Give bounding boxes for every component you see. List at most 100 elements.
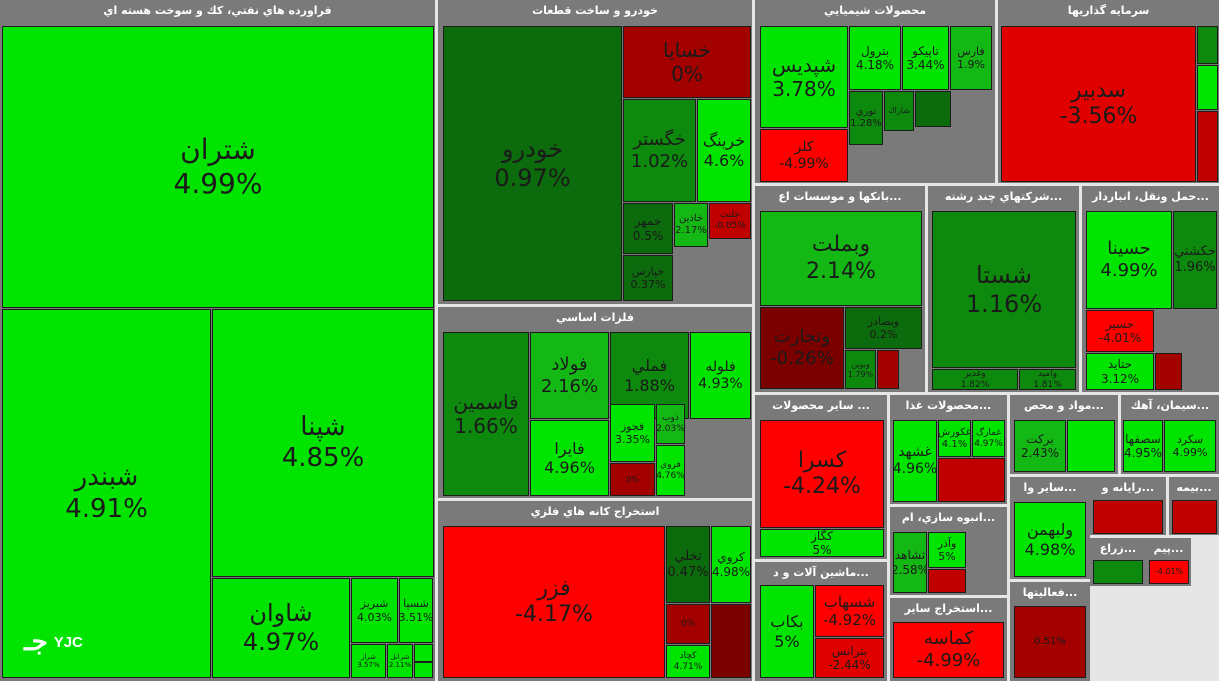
stock-symbol: فايرا [554,438,585,458]
stock-tile[interactable]: شپنا 4.85% [212,309,434,577]
stock-tile[interactable] [1197,111,1218,182]
stock-tile[interactable]: وآذر 5% [928,532,966,568]
stock-tile[interactable]: نوري 1.28% [849,91,883,145]
stock-tile[interactable] [711,604,751,678]
stock-tile[interactable]: فزر -4.17% [443,526,665,678]
stock-tile[interactable]: شسهاب -4.92% [815,585,884,637]
stock-tile[interactable]: بركت 2.43% [1014,420,1066,472]
stock-change: 1.16% [965,289,1043,318]
stock-tile[interactable]: وبملت 2.14% [760,211,922,306]
stock-change: -4.99% [916,650,981,671]
stock-tile[interactable]: 0.51% [1014,606,1086,678]
stock-symbol: ثشاهد [894,548,926,563]
stock-tile[interactable]: بترانس -2.44% [815,638,884,678]
stock-tile[interactable]: 0% [610,463,655,496]
stock-symbol: وتجارت [773,326,831,348]
stock-symbol: نوري [855,106,877,117]
stock-change: 4.99% [1100,260,1158,281]
stock-tile[interactable]: ذوب 2.03% [656,404,685,444]
stock-tile[interactable]: سدبير -3.56% [1001,26,1196,182]
stock-tile[interactable]: -4.01% [1149,560,1189,584]
stock-change: 4.85% [281,443,365,473]
stock-tile[interactable]: خرينگ 4.6% [697,99,751,202]
stock-tile[interactable] [414,644,433,662]
stock-change: 3.44% [906,58,945,72]
sector-title: سایر وا... [1023,481,1077,494]
stock-tile[interactable] [1172,500,1217,534]
stock-tile[interactable]: حسينا 4.99% [1086,211,1172,309]
stock-tile[interactable]: تاپيكو 3.44% [902,26,949,90]
stock-symbol: شاوان [249,599,313,628]
stock-tile[interactable]: واميد 1.81% [1019,369,1076,390]
stock-tile[interactable]: كگاز 5% [760,529,884,557]
stock-tile[interactable] [1155,353,1182,390]
stock-tile[interactable]: كچاد 4.71% [666,645,710,678]
stock-tile[interactable]: وغدير 1.82% [932,369,1018,390]
stock-tile[interactable] [414,662,433,678]
stock-tile[interactable]: حتايد 3.12% [1086,353,1154,390]
stock-tile[interactable]: سكرد 4.99% [1164,420,1216,472]
stock-symbol: حسير [1105,316,1135,331]
stock-tile[interactable]: فولاد 2.16% [530,332,609,419]
stock-tile[interactable]: شرانل 2.11% [387,644,413,678]
stock-tile[interactable]: فارس 1.9% [950,26,992,90]
stock-symbol: كسرا [797,447,847,473]
stock-tile[interactable]: ثشاهد2.58% [893,532,927,593]
stock-tile[interactable]: خسايا 0% [623,26,751,98]
stock-tile[interactable]: وتجارت -0.26% [760,307,844,389]
stock-tile[interactable]: غشهد 4.96% [893,420,937,502]
stock-tile[interactable]: غكورش 4.1% [938,420,971,457]
stock-tile[interactable]: حسير -4.01% [1086,310,1154,352]
stock-tile[interactable]: كماسه -4.99% [893,622,1004,678]
stock-tile[interactable] [938,458,1005,502]
stock-tile[interactable]: بكاب 5% [760,585,814,678]
stock-tile[interactable]: شراز 3.57% [351,644,386,678]
yjc-logo: جـ YJC [24,622,114,662]
stock-tile[interactable]: شاوان 4.97% [212,578,350,678]
stock-tile[interactable]: شتران 4.99% [2,26,434,308]
stock-tile[interactable] [1093,560,1143,584]
stock-symbol: غكورش [938,426,971,438]
stock-tile[interactable]: سصفها 4.95% [1123,420,1163,472]
stock-tile[interactable]: بترول 4.18% [849,26,901,90]
stock-tile[interactable]: 0% [666,604,710,644]
stock-tile[interactable] [1197,26,1218,64]
stock-tile[interactable]: كسرا -4.24% [760,420,884,528]
stock-tile[interactable]: شبريز 4.03% [351,578,398,643]
stock-tile[interactable] [928,569,966,593]
stock-tile[interactable]: فايرا 4.96% [530,420,609,496]
stock-tile[interactable]: وبوين 1.79% [845,350,876,389]
stock-tile[interactable]: تخلي 0.47% [666,526,710,603]
stock-tile[interactable]: خمهر 0.5% [623,203,673,254]
stock-tile[interactable]: خلنت -0.05% [709,203,751,239]
stock-tile[interactable] [1093,500,1163,534]
stock-tile[interactable]: خودرو 0.97% [443,26,622,301]
stock-tile[interactable]: شسپا 3.51% [399,578,433,643]
stock-tile[interactable] [915,91,951,127]
stock-tile[interactable]: فروي 4.76% [656,445,685,496]
stock-change: -4.17% [515,602,593,627]
stock-tile[interactable]: ولبهمن 4.98% [1014,502,1086,577]
stock-symbol: وبوين [851,359,870,369]
stock-tile[interactable]: وبصادر 0.2% [845,307,922,349]
sector-title: رايانه و... [1101,481,1155,494]
stock-tile[interactable] [1197,65,1218,110]
stock-tile[interactable]: غمارگ 4.97% [972,420,1005,457]
stock-tile[interactable] [877,350,899,389]
stock-tile[interactable]: خپارس 0.37% [623,255,673,301]
stock-tile[interactable]: فلوله 4.93% [690,332,751,419]
stock-tile[interactable] [1067,420,1115,472]
stock-tile[interactable]: خاذين 2.17% [674,203,708,247]
stock-tile[interactable]: فاسمين 1.66% [443,332,529,496]
stock-symbol: شراز [360,652,377,661]
stock-tile[interactable]: حكشتي 1.96% [1173,211,1217,309]
stock-tile[interactable]: شاراك [884,91,914,131]
stock-tile[interactable]: خگستر 1.02% [623,99,696,202]
stock-tile[interactable]: فجوز 3.35% [610,404,655,462]
stock-tile[interactable]: شستا 1.16% [932,211,1076,368]
stock-symbol: فارس [957,44,985,58]
stock-tile[interactable]: كروي 4.98% [711,526,751,603]
stock-tile[interactable]: شپديس 3.78% [760,26,848,128]
stock-tile[interactable]: كلر -4.99% [760,129,848,182]
stock-tile[interactable]: شبندر 4.91% [2,309,211,678]
